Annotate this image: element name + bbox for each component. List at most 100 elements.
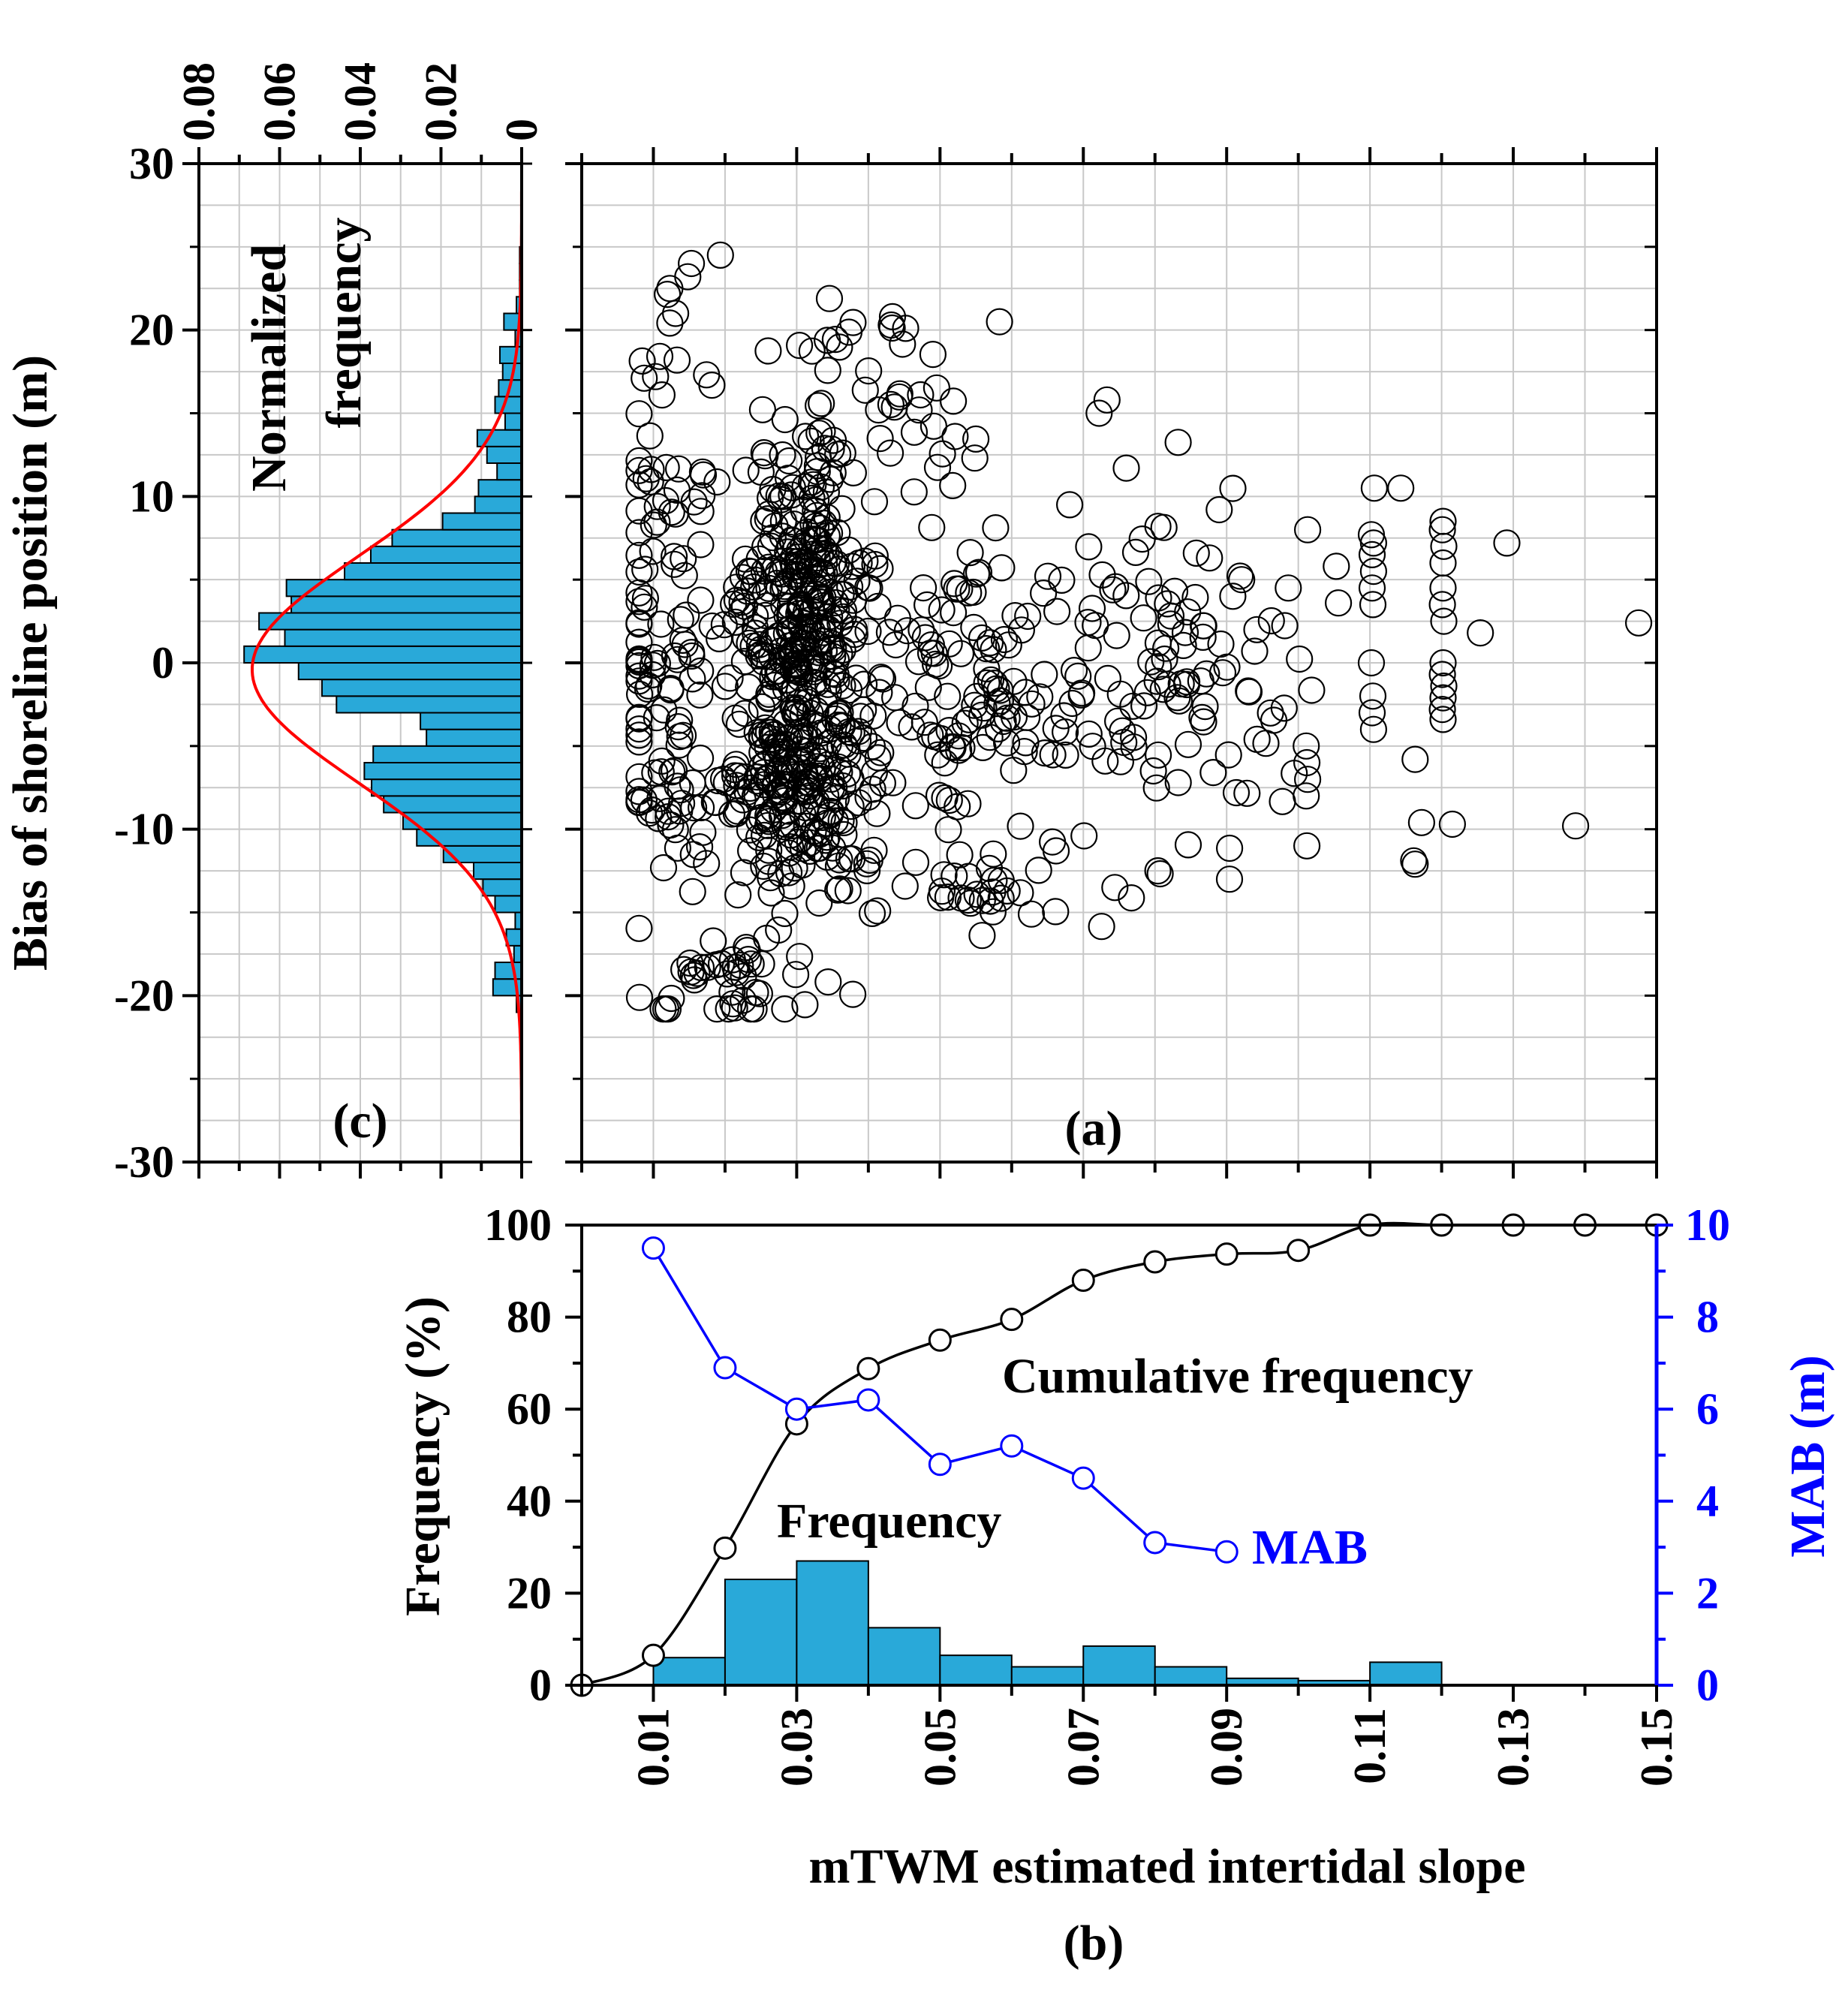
- scatter-point: [763, 569, 791, 598]
- scatter-point: [980, 636, 1007, 664]
- scatter-point: [930, 861, 958, 889]
- scatter-point: [922, 374, 951, 402]
- scatter-point: [1085, 399, 1113, 427]
- histogram-bar: [372, 745, 523, 763]
- scatter-point: [625, 579, 653, 607]
- scatter-point: [687, 586, 715, 614]
- scatter-point: [785, 677, 814, 705]
- scatter-point: [650, 696, 678, 724]
- scatter-point: [816, 603, 844, 631]
- scatter-point: [941, 570, 968, 598]
- scatter-point: [652, 486, 680, 515]
- scatter-point: [810, 549, 838, 577]
- scatter-point: [1118, 884, 1145, 912]
- scatter-point: [815, 519, 844, 547]
- histogram-bar: [344, 562, 522, 581]
- frequency-bar: [1369, 1661, 1443, 1687]
- scatter-point: [759, 721, 787, 748]
- scatter-point: [1429, 574, 1457, 602]
- scatter-point: [1058, 689, 1086, 718]
- scatter-point: [977, 887, 1004, 915]
- scatter-point: [1359, 682, 1387, 710]
- scatter-point: [816, 801, 844, 829]
- y2-tick-label: 2: [1696, 1568, 1719, 1618]
- scatter-point: [687, 498, 715, 525]
- scatter-point: [1429, 706, 1457, 733]
- scatter-point: [1438, 810, 1467, 838]
- scatter-point: [1293, 766, 1322, 793]
- scatter-point: [901, 848, 930, 876]
- scatter-point: [1400, 847, 1428, 875]
- scatter-point: [745, 642, 772, 670]
- scatter-point: [625, 728, 653, 756]
- scatter-point: [667, 606, 694, 634]
- scatter-point: [642, 363, 670, 390]
- scatter-point: [830, 808, 858, 837]
- scatter-point: [1215, 866, 1244, 893]
- scatter-point: [1075, 533, 1103, 561]
- scatter-point: [755, 836, 783, 864]
- scatter-point: [856, 846, 883, 875]
- scatter-point: [860, 488, 889, 516]
- scatter-point: [1219, 583, 1247, 610]
- scatter-point: [1142, 774, 1170, 802]
- scatter-point: [1401, 850, 1429, 878]
- scatter-point: [732, 456, 760, 484]
- scatter-point: [640, 643, 668, 671]
- scatter-point: [755, 574, 783, 603]
- scatter-point: [736, 774, 764, 802]
- scatter-point: [995, 631, 1022, 659]
- scatter-point: [1205, 495, 1233, 524]
- scatter-point: [1026, 683, 1054, 711]
- scatter-point: [1430, 672, 1458, 700]
- scatter-point: [772, 649, 800, 676]
- x-tick-label: 0.11: [1345, 1708, 1395, 1784]
- scatter-point: [911, 624, 939, 652]
- scatter-point: [1429, 649, 1457, 677]
- scatter-point: [1165, 687, 1193, 715]
- scatter-point: [961, 691, 989, 719]
- scatter-point: [803, 452, 832, 480]
- frequency-bar: [796, 1560, 869, 1686]
- histogram-bar: [498, 345, 522, 365]
- scatter-point: [993, 704, 1021, 732]
- scatter-point: [754, 337, 782, 365]
- scatter-point: [688, 458, 717, 486]
- scatter-point: [901, 792, 929, 820]
- scatter-point: [864, 592, 892, 620]
- scatter-point: [851, 376, 879, 404]
- scatter-point: [666, 797, 694, 825]
- scatter-point: [1430, 532, 1458, 560]
- scatter-point: [934, 682, 962, 710]
- scatter-point: [980, 669, 1009, 697]
- scatter-point: [1293, 782, 1320, 810]
- histogram-bar: [383, 795, 522, 814]
- scatter-point: [641, 759, 669, 787]
- scatter-point: [657, 811, 685, 839]
- y-tick-label: 60: [507, 1384, 552, 1434]
- scatter-point: [1407, 808, 1436, 836]
- cumulative-marker: [1214, 1242, 1239, 1266]
- scatter-point: [625, 983, 654, 1011]
- scatter-point: [625, 609, 653, 637]
- scatter-point: [1360, 474, 1389, 502]
- scatter-point: [819, 459, 847, 486]
- scatter-point: [679, 878, 706, 905]
- scatter-point: [754, 505, 781, 533]
- scatter-point: [1052, 741, 1079, 769]
- histogram-bar: [371, 778, 522, 797]
- scatter-point: [768, 646, 796, 673]
- scatter-point: [864, 897, 892, 925]
- scatter-point: [1226, 562, 1254, 590]
- scatter-point: [1215, 834, 1244, 863]
- histogram-bar: [494, 962, 523, 980]
- histogram-bar: [486, 445, 523, 464]
- scatter-point: [816, 715, 844, 743]
- scatter-point: [1359, 529, 1388, 557]
- scatter-point: [686, 681, 714, 709]
- scatter-point: [824, 876, 852, 904]
- scatter-point: [1467, 619, 1494, 647]
- scatter-point: [1139, 757, 1167, 785]
- panel-b-x-tick-labels: 0.01 0.03 0.05 0.07 0.09 0.11 0.13 0.15: [628, 1708, 1681, 1787]
- scatter-point: [677, 249, 706, 278]
